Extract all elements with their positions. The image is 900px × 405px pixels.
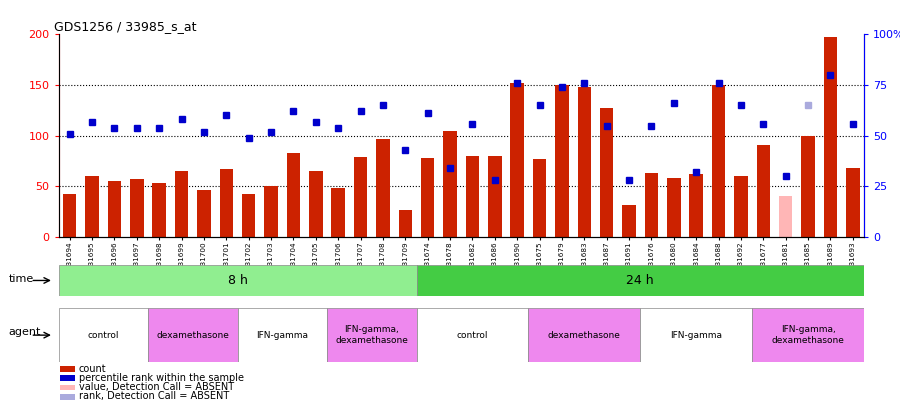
Bar — [757, 145, 770, 237]
Bar — [528, 308, 640, 362]
Bar — [801, 136, 814, 237]
Bar — [108, 181, 122, 237]
Bar — [60, 394, 75, 400]
Bar — [623, 205, 635, 237]
Bar — [600, 108, 614, 237]
Bar — [465, 156, 479, 237]
Text: count: count — [78, 364, 106, 374]
Text: IFN-gamma,
dexamethasone: IFN-gamma, dexamethasone — [336, 326, 409, 345]
Bar — [354, 157, 367, 237]
Bar — [578, 87, 591, 237]
Text: IFN-gamma,
dexamethasone: IFN-gamma, dexamethasone — [771, 326, 844, 345]
Bar — [667, 178, 680, 237]
Text: control: control — [456, 330, 488, 340]
Bar — [309, 171, 322, 237]
Bar — [197, 190, 211, 237]
Text: value, Detection Call = ABSENT: value, Detection Call = ABSENT — [78, 382, 234, 392]
Bar — [444, 130, 457, 237]
Bar — [779, 196, 792, 237]
Bar — [58, 308, 148, 362]
Bar — [752, 308, 864, 362]
Text: rank, Detection Call = ABSENT: rank, Detection Call = ABSENT — [78, 391, 229, 401]
Bar — [712, 85, 725, 237]
Bar — [421, 158, 435, 237]
Bar — [287, 153, 301, 237]
Bar — [58, 265, 417, 296]
Bar — [734, 176, 748, 237]
Text: IFN-gamma: IFN-gamma — [670, 330, 722, 340]
Text: dexamethasone: dexamethasone — [548, 330, 621, 340]
Bar — [327, 308, 417, 362]
Bar — [376, 139, 390, 237]
Text: agent: agent — [9, 327, 41, 337]
Bar — [60, 385, 75, 390]
Bar — [60, 366, 75, 372]
Bar — [689, 174, 703, 237]
Bar — [60, 375, 75, 382]
Bar — [331, 188, 345, 237]
Bar — [399, 210, 412, 237]
Text: percentile rank within the sample: percentile rank within the sample — [78, 373, 244, 383]
Text: dexamethasone: dexamethasone — [157, 330, 230, 340]
Bar — [533, 159, 546, 237]
Bar — [510, 83, 524, 237]
Bar — [824, 38, 837, 237]
Bar — [265, 186, 278, 237]
Bar — [488, 156, 501, 237]
Text: GDS1256 / 33985_s_at: GDS1256 / 33985_s_at — [55, 20, 197, 33]
Bar — [846, 168, 860, 237]
Bar — [130, 179, 143, 237]
Bar — [238, 308, 327, 362]
Bar — [555, 85, 569, 237]
Bar — [148, 308, 238, 362]
Bar — [86, 176, 99, 237]
Bar — [644, 173, 658, 237]
Bar — [175, 171, 188, 237]
Bar — [220, 169, 233, 237]
Text: 24 h: 24 h — [626, 274, 654, 287]
Text: IFN-gamma: IFN-gamma — [256, 330, 308, 340]
Text: time: time — [9, 274, 34, 284]
Bar — [152, 183, 166, 237]
Text: control: control — [87, 330, 119, 340]
Text: 8 h: 8 h — [228, 274, 248, 287]
Bar — [63, 194, 76, 237]
Bar — [417, 265, 864, 296]
Bar — [640, 308, 752, 362]
Bar — [417, 308, 528, 362]
Bar — [242, 194, 256, 237]
